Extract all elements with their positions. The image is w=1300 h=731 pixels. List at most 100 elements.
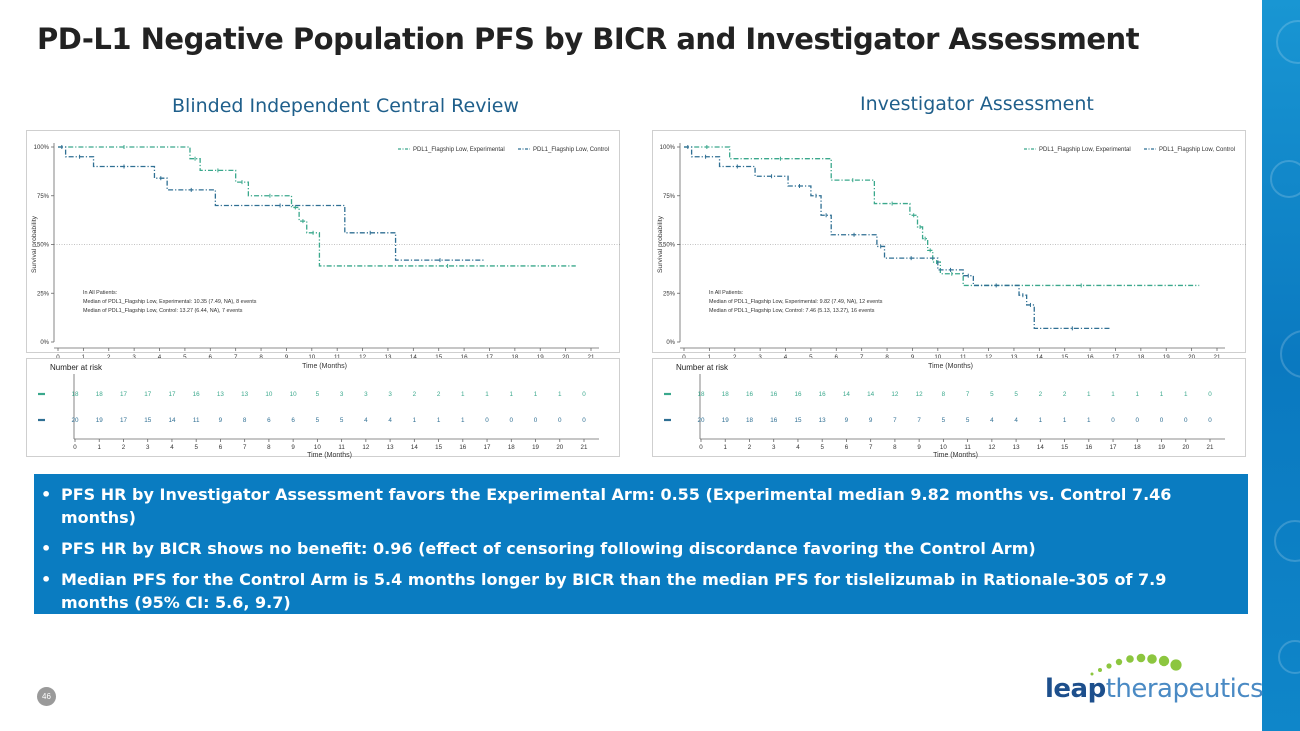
x-tick-label: 1 — [82, 354, 86, 361]
risk-count-control: 19 — [722, 417, 730, 424]
risk-count-control: 1 — [1063, 417, 1067, 424]
km-curve-control — [684, 146, 1111, 329]
finding-bicr-hr: PFS HR by BICR shows no benefit: 0.96 (e… — [41, 537, 1228, 560]
decorative-side-strip — [1262, 0, 1300, 731]
risk-count-control: 0 — [1184, 417, 1188, 424]
risk-count-control: 0 — [582, 417, 586, 424]
risk-count-control: 0 — [1111, 417, 1115, 424]
x-tick-label: 9 — [285, 354, 289, 361]
y-axis-title: Survival probability — [31, 215, 38, 273]
risk-x-tick-label: 9 — [291, 444, 295, 451]
x-tick-label: 18 — [511, 354, 518, 361]
x-tick-label: 20 — [562, 354, 569, 361]
x-tick-label: 10 — [934, 354, 941, 361]
risk-count-experimental: 13 — [217, 391, 225, 398]
y-tick-label: 50% — [663, 243, 676, 249]
risk-count-experimental: 1 — [1087, 391, 1091, 398]
risk-x-tick-label: 19 — [1158, 444, 1165, 451]
risk-count-experimental: 3 — [388, 391, 392, 398]
risk-count-control: 0 — [1208, 417, 1212, 424]
risk-count-control: 4 — [1014, 417, 1018, 424]
risk-count-control: 7 — [917, 417, 921, 424]
x-tick-label: 11 — [960, 354, 967, 361]
risk-count-experimental: 1 — [1184, 391, 1188, 398]
logo-dots-icon — [1090, 653, 1182, 676]
legend-experimental-label: PDL1_Flagship Low, Experimental — [413, 147, 505, 153]
risk-count-experimental: 1 — [1111, 391, 1115, 398]
risk-x-tick-label: 10 — [940, 444, 947, 451]
x-tick-label: 2 — [733, 354, 737, 361]
risk-count-experimental: 2 — [413, 391, 417, 398]
x-tick-label: 14 — [1036, 354, 1043, 361]
risk-count-control: 13 — [819, 417, 827, 424]
x-tick-label: 4 — [784, 354, 788, 361]
x-tick-label: 12 — [359, 354, 366, 361]
x-tick-label: 2 — [107, 354, 111, 361]
risk-count-experimental: 1 — [485, 391, 489, 398]
risk-count-experimental: 18 — [722, 391, 730, 398]
risk-count-control: 8 — [243, 417, 247, 424]
risk-count-experimental: 14 — [843, 391, 851, 398]
risk-count-experimental: 1 — [461, 391, 465, 398]
y-tick-label: 25% — [37, 291, 50, 297]
risk-x-tick-label: 4 — [170, 444, 174, 451]
risk-table-x-title: Time (Months) — [307, 452, 352, 459]
risk-count-control: 5 — [966, 417, 970, 424]
x-tick-label: 19 — [1163, 354, 1170, 361]
risk-count-control: 15 — [794, 417, 802, 424]
x-tick-label: 21 — [588, 354, 595, 361]
risk-count-control: 1 — [461, 417, 465, 424]
risk-x-tick-label: 21 — [581, 444, 588, 451]
y-tick-label: 50% — [37, 243, 50, 249]
x-tick-label: 20 — [1188, 354, 1195, 361]
risk-count-experimental: 18 — [96, 391, 104, 398]
risk-table-x-title: Time (Months) — [933, 452, 978, 459]
risk-count-control: 1 — [1039, 417, 1043, 424]
risk-x-tick-label: 4 — [796, 444, 800, 451]
risk-count-control: 20 — [697, 417, 705, 424]
risk-x-tick-label: 14 — [411, 444, 418, 451]
x-tick-label: 16 — [1087, 354, 1094, 361]
x-tick-label: 8 — [259, 354, 263, 361]
risk-count-control: 9 — [219, 417, 223, 424]
median-annotation-line: Median of PDL1_Flagship Low, Experimenta… — [83, 299, 257, 305]
risk-count-experimental: 18 — [697, 391, 705, 398]
finding-investigator-hr: PFS HR by Investigator Assessment favors… — [41, 483, 1228, 529]
risk-x-tick-label: 5 — [194, 444, 198, 451]
decorative-bubble — [1270, 160, 1300, 198]
risk-count-experimental: 17 — [144, 391, 152, 398]
risk-count-experimental: 0 — [1208, 391, 1212, 398]
bicr-km-chart: 0%25%50%75%100%0 1 2 3 4 5 6 7 8 9 10 11 12 13 14 15 16 1… — [26, 130, 621, 459]
x-tick-label: 17 — [1112, 354, 1119, 361]
risk-x-tick-label: 16 — [1085, 444, 1092, 451]
risk-count-control: 7 — [893, 417, 897, 424]
risk-table-frame — [26, 358, 620, 457]
risk-count-control: 1 — [413, 417, 417, 424]
risk-count-control: 0 — [558, 417, 562, 424]
risk-count-control: 0 — [1136, 417, 1140, 424]
risk-x-tick-label: 13 — [387, 444, 394, 451]
risk-x-tick-label: 15 — [1061, 444, 1068, 451]
slide-title: PD-L1 Negative Population PFS by BICR an… — [37, 22, 1140, 56]
logo-therapeutics-text: therapeutics — [1105, 674, 1264, 704]
x-tick-label: 0 — [56, 354, 60, 361]
risk-x-tick-label: 20 — [556, 444, 563, 451]
x-tick-label: 6 — [835, 354, 839, 361]
risk-x-tick-label: 14 — [1037, 444, 1044, 451]
risk-count-control: 4 — [990, 417, 994, 424]
risk-count-control: 5 — [942, 417, 946, 424]
risk-count-control: 0 — [510, 417, 514, 424]
y-tick-label: 75% — [37, 194, 50, 200]
risk-count-experimental: 2 — [1063, 391, 1067, 398]
risk-count-experimental: 1 — [534, 391, 538, 398]
risk-x-tick-label: 2 — [122, 444, 126, 451]
risk-count-control: 4 — [364, 417, 368, 424]
risk-x-tick-label: 2 — [748, 444, 752, 451]
risk-count-control: 6 — [291, 417, 295, 424]
x-tick-label: 9 — [911, 354, 915, 361]
risk-x-tick-label: 1 — [98, 444, 102, 451]
x-tick-label: 12 — [985, 354, 992, 361]
risk-count-experimental: 16 — [193, 391, 201, 398]
risk-count-experimental: 14 — [867, 391, 875, 398]
decorative-bubble — [1274, 520, 1300, 562]
